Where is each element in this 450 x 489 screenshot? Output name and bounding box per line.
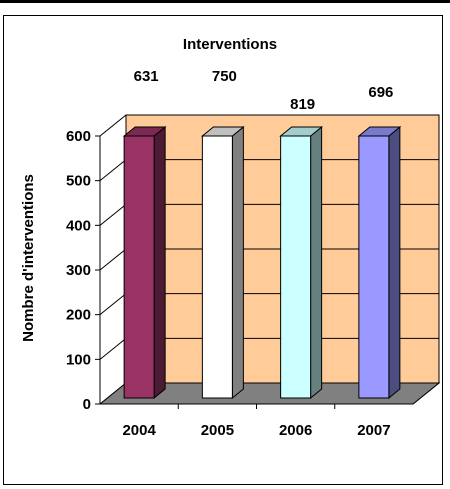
data-label: 819 [290, 96, 315, 113]
x-tick-label: 2006 [279, 422, 312, 439]
x-tick-label: 2007 [357, 422, 390, 439]
x-tick-label: 2004 [122, 422, 156, 439]
bar-2007 [357, 125, 402, 400]
y-axis-label: Nombre d'interventions [20, 174, 37, 342]
y-axis-ticks: 0 100 200 300 400 500 600 [66, 128, 100, 413]
data-labels: 631 750 819 696 [134, 68, 394, 113]
gridline-depth [99, 203, 127, 226]
bar-series [122, 125, 402, 400]
y-tick-label: 600 [66, 128, 91, 145]
bar-side [310, 125, 323, 400]
bar-front [123, 135, 155, 399]
y-tick-label: 200 [66, 307, 91, 324]
data-label: 631 [134, 68, 159, 85]
y-tick-label: 0 [83, 396, 91, 413]
gridline-depth [99, 114, 127, 137]
gridline-depth [99, 159, 127, 182]
top-border-line [0, 0, 450, 3]
gridline-depth [99, 337, 127, 360]
data-label: 696 [368, 84, 393, 101]
bar-side [153, 125, 166, 400]
y-tick-label: 100 [66, 351, 91, 368]
bar-side [388, 125, 401, 400]
y-tick-label: 500 [66, 173, 91, 190]
bar-front [201, 135, 233, 399]
gridline-depth [99, 248, 127, 271]
bar-2005 [200, 125, 245, 400]
bar-2004 [122, 125, 167, 400]
y-tick-label: 300 [66, 262, 91, 279]
bar-side [231, 125, 244, 400]
bar-front [358, 135, 390, 399]
chart-title: Interventions [183, 36, 277, 53]
y-tick-label: 400 [66, 217, 91, 234]
gridline-depth [99, 293, 127, 316]
data-label: 750 [212, 68, 237, 85]
x-tick-label: 2005 [201, 422, 234, 439]
x-axis-ticks: 2004 2005 2006 2007 [122, 404, 391, 439]
bar-front [280, 135, 312, 399]
bar-2006 [279, 125, 324, 400]
